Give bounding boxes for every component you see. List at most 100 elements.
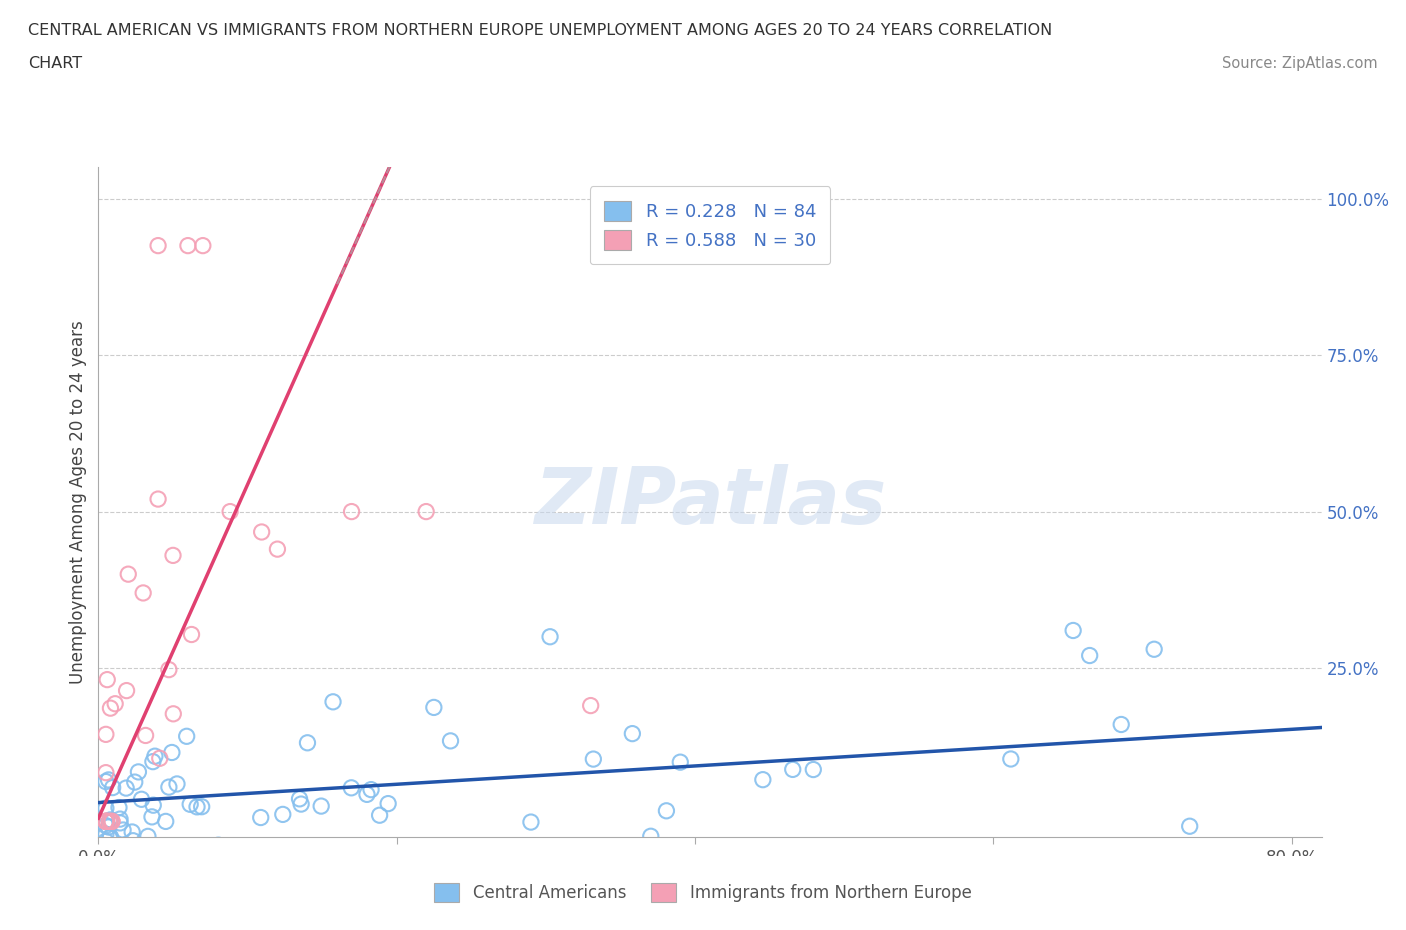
Legend: R = 0.228   N = 84, R = 0.588   N = 30: R = 0.228 N = 84, R = 0.588 N = 30 bbox=[589, 187, 831, 264]
Point bbox=[96, 814, 118, 829]
Point bbox=[132, 586, 155, 601]
Point bbox=[146, 238, 169, 253]
Point bbox=[124, 775, 146, 790]
Point bbox=[94, 774, 117, 789]
Point bbox=[98, 830, 121, 845]
Point bbox=[101, 814, 124, 829]
Point bbox=[141, 809, 163, 824]
Point bbox=[207, 838, 229, 853]
Point bbox=[290, 797, 312, 812]
Point bbox=[288, 791, 311, 806]
Point bbox=[149, 751, 172, 765]
Point bbox=[127, 764, 149, 779]
Point bbox=[96, 839, 118, 854]
Point bbox=[98, 814, 121, 829]
Point bbox=[368, 808, 391, 823]
Point bbox=[162, 707, 184, 722]
Legend: Central Americans, Immigrants from Northern Europe: Central Americans, Immigrants from North… bbox=[426, 875, 980, 910]
Point bbox=[97, 819, 120, 834]
Point bbox=[146, 492, 169, 507]
Point bbox=[415, 504, 437, 519]
Point bbox=[640, 829, 662, 844]
Point bbox=[249, 810, 271, 825]
Point bbox=[100, 840, 122, 855]
Point bbox=[190, 799, 212, 814]
Point bbox=[176, 729, 198, 744]
Point bbox=[94, 834, 117, 849]
Point bbox=[108, 816, 131, 830]
Point bbox=[94, 818, 117, 833]
Point bbox=[143, 844, 166, 859]
Point bbox=[94, 814, 117, 829]
Point bbox=[114, 837, 136, 852]
Point bbox=[752, 772, 775, 787]
Point bbox=[160, 745, 183, 760]
Point bbox=[94, 814, 117, 829]
Point bbox=[219, 504, 242, 519]
Point bbox=[1178, 818, 1201, 833]
Point bbox=[363, 851, 385, 866]
Point bbox=[94, 814, 117, 829]
Point bbox=[309, 799, 332, 814]
Point bbox=[108, 812, 131, 827]
Point bbox=[257, 855, 280, 870]
Point bbox=[135, 728, 157, 743]
Point bbox=[156, 855, 179, 870]
Point bbox=[1109, 717, 1132, 732]
Point bbox=[297, 736, 319, 751]
Point bbox=[180, 627, 202, 642]
Point bbox=[115, 780, 138, 795]
Point bbox=[108, 851, 131, 866]
Point bbox=[94, 765, 117, 780]
Point bbox=[655, 804, 678, 818]
Point bbox=[157, 779, 180, 794]
Point bbox=[94, 727, 117, 742]
Point bbox=[266, 541, 288, 556]
Point bbox=[801, 762, 824, 777]
Point bbox=[439, 734, 461, 749]
Point bbox=[340, 780, 363, 795]
Point bbox=[98, 814, 121, 829]
Point bbox=[94, 801, 117, 816]
Point bbox=[423, 700, 446, 715]
Point bbox=[177, 238, 200, 253]
Point bbox=[157, 662, 180, 677]
Point bbox=[131, 791, 153, 806]
Point bbox=[1143, 642, 1166, 657]
Text: ZIPatlas: ZIPatlas bbox=[534, 464, 886, 540]
Point bbox=[242, 843, 264, 857]
Point bbox=[378, 855, 401, 870]
Point bbox=[100, 700, 122, 715]
Point bbox=[377, 796, 399, 811]
Point bbox=[520, 815, 543, 830]
Point bbox=[621, 726, 644, 741]
Point bbox=[1000, 751, 1022, 766]
Point bbox=[669, 755, 692, 770]
Point bbox=[582, 751, 605, 766]
Text: CENTRAL AMERICAN VS IMMIGRANTS FROM NORTHERN EUROPE UNEMPLOYMENT AMONG AGES 20 T: CENTRAL AMERICAN VS IMMIGRANTS FROM NORT… bbox=[28, 23, 1052, 38]
Point bbox=[132, 855, 155, 870]
Point bbox=[121, 825, 143, 840]
Point bbox=[108, 800, 131, 815]
Point bbox=[101, 780, 124, 795]
Point bbox=[356, 787, 378, 802]
Point bbox=[1078, 648, 1101, 663]
Point bbox=[96, 672, 118, 687]
Point bbox=[115, 855, 138, 870]
Point bbox=[276, 855, 298, 870]
Point bbox=[360, 782, 382, 797]
Point bbox=[191, 238, 214, 253]
Point bbox=[166, 777, 188, 791]
Point bbox=[100, 830, 122, 844]
Point bbox=[100, 813, 122, 828]
Point bbox=[271, 807, 294, 822]
Point bbox=[382, 842, 405, 857]
Text: Source: ZipAtlas.com: Source: ZipAtlas.com bbox=[1222, 56, 1378, 71]
Point bbox=[162, 548, 184, 563]
Point bbox=[117, 566, 139, 581]
Point bbox=[142, 754, 165, 769]
Point bbox=[267, 855, 290, 870]
Point bbox=[112, 822, 135, 837]
Point bbox=[101, 814, 124, 829]
Point bbox=[94, 814, 117, 829]
